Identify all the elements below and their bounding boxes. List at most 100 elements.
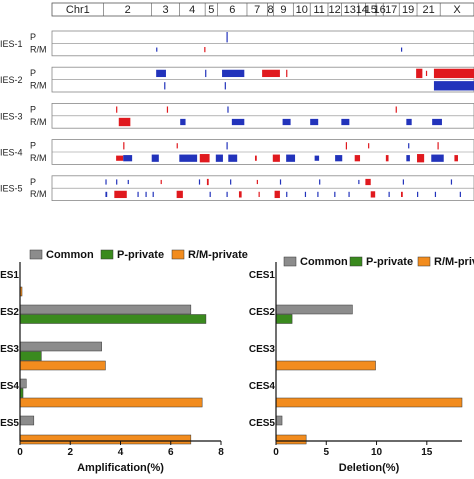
chromosome-label: 11 <box>313 4 324 16</box>
deletion-segment <box>402 179 404 185</box>
deletion-segment <box>286 191 288 197</box>
bar <box>275 314 293 324</box>
deletion-segment <box>304 191 307 197</box>
deletion-segment <box>227 106 229 113</box>
bar <box>275 360 376 371</box>
deletion-segment <box>127 179 129 185</box>
deletion-segment <box>335 155 343 162</box>
legend-label: P-private <box>366 256 413 268</box>
chromosome-label: X <box>453 4 461 16</box>
deletion-segment <box>279 179 282 185</box>
chromosome-label: 17 <box>385 4 397 16</box>
deletion-segment <box>198 179 201 185</box>
chromosome-label: 12 <box>329 4 341 16</box>
x-tick-label: 10 <box>371 447 383 458</box>
chromosome-label: 15 <box>365 4 377 16</box>
row-label: R/M <box>30 153 47 163</box>
row-label: R/M <box>30 44 47 54</box>
amplification-segment <box>425 70 428 76</box>
x-axis-label: Deletion(%) <box>339 462 400 474</box>
chromosome-label: Chr1 <box>66 4 90 16</box>
deletion-segment <box>156 47 158 52</box>
amplification-segment <box>166 106 169 113</box>
deletion-segment <box>105 191 108 197</box>
amplification-segment <box>416 68 423 79</box>
patient-block: IES-3 P R/M <box>0 103 474 129</box>
amplification-segment <box>206 178 209 186</box>
amplification-segment <box>256 179 258 185</box>
amplification-segment <box>176 143 178 149</box>
patient-block: IES-2 P R/M <box>0 66 474 93</box>
amplification-segment <box>437 142 439 150</box>
deletion-segment <box>286 154 296 162</box>
patient-block: IES-1 P R/M <box>0 30 474 57</box>
deletion-segment <box>222 69 245 78</box>
deletion-segment <box>231 118 245 126</box>
amplification-segment <box>385 155 389 162</box>
amplification-segment <box>123 142 125 150</box>
category-label: CES2 <box>249 307 276 318</box>
deletion-segment <box>224 82 226 90</box>
legend-label: P-private <box>117 249 164 261</box>
deletion-segment <box>230 179 232 185</box>
chromosome-label: 13 <box>344 4 356 16</box>
legend-swatch <box>171 249 185 260</box>
legend-swatch <box>283 256 297 267</box>
legend-label: Common <box>46 249 94 261</box>
legend-swatch <box>29 249 43 260</box>
patient-label: IES-5 <box>0 184 23 194</box>
category-label: CES5 <box>0 418 19 429</box>
deletion-segment <box>408 143 410 149</box>
row-label: R/M <box>30 189 47 199</box>
patient-block: IES-4 P R/M <box>0 139 474 165</box>
amplification-segment <box>274 190 280 199</box>
legend: Common P-private R/M-private <box>283 256 474 268</box>
amplification-segment <box>454 155 458 162</box>
deletion-segment <box>433 81 474 91</box>
deletion-bar-chart: Common P-private R/M-private CES1 CES2 CES3 CE… <box>249 256 474 474</box>
amplification-segment <box>354 155 361 162</box>
amplification-segment <box>365 178 371 186</box>
bar <box>275 397 463 408</box>
row-label: P <box>30 141 36 151</box>
bar <box>19 314 207 324</box>
category-label: CES4 <box>249 381 276 392</box>
x-tick-label: 2 <box>67 447 73 458</box>
deletion-segment <box>156 69 166 78</box>
deletion-segment <box>459 191 461 197</box>
x-tick-label: 0 <box>273 447 279 458</box>
chromosome-label: 14 <box>356 4 368 16</box>
deletion-segment <box>152 191 154 197</box>
deletion-segment <box>226 191 228 197</box>
patient-label: IES-2 <box>0 75 23 85</box>
amplification-segment <box>417 154 425 163</box>
deletion-segment <box>151 154 159 162</box>
x-tick-label: 4 <box>118 447 124 458</box>
amplification-segment <box>116 106 118 113</box>
category-label: CES1 <box>249 270 276 281</box>
deletion-segment <box>314 155 320 161</box>
chromosome-label: 19 <box>402 4 414 16</box>
chromosome-label: 9 <box>280 4 286 16</box>
deletion-segment <box>406 155 410 162</box>
deletion-segment <box>358 179 360 185</box>
row-label: P <box>30 104 36 114</box>
x-tick-label: 5 <box>323 447 329 458</box>
amplification-segment <box>114 190 127 199</box>
legend: Common P-private R/M-private <box>29 249 248 261</box>
amplification-segment <box>345 142 347 150</box>
chromosome-label: 10 <box>296 4 308 16</box>
chromosome-label: 4 <box>189 4 195 16</box>
deletion-segment <box>205 69 207 78</box>
deletion-segment <box>282 118 291 126</box>
amplification-segment <box>204 47 206 53</box>
deletion-segment <box>406 118 412 126</box>
amplification-segment <box>433 68 474 79</box>
deletion-segment <box>310 118 319 126</box>
chromosome-label: 6 <box>229 4 235 16</box>
row-label: R/M <box>30 117 47 127</box>
chromosome-header <box>51 2 474 17</box>
category-label: CES5 <box>249 418 276 429</box>
legend-swatch <box>100 249 114 260</box>
